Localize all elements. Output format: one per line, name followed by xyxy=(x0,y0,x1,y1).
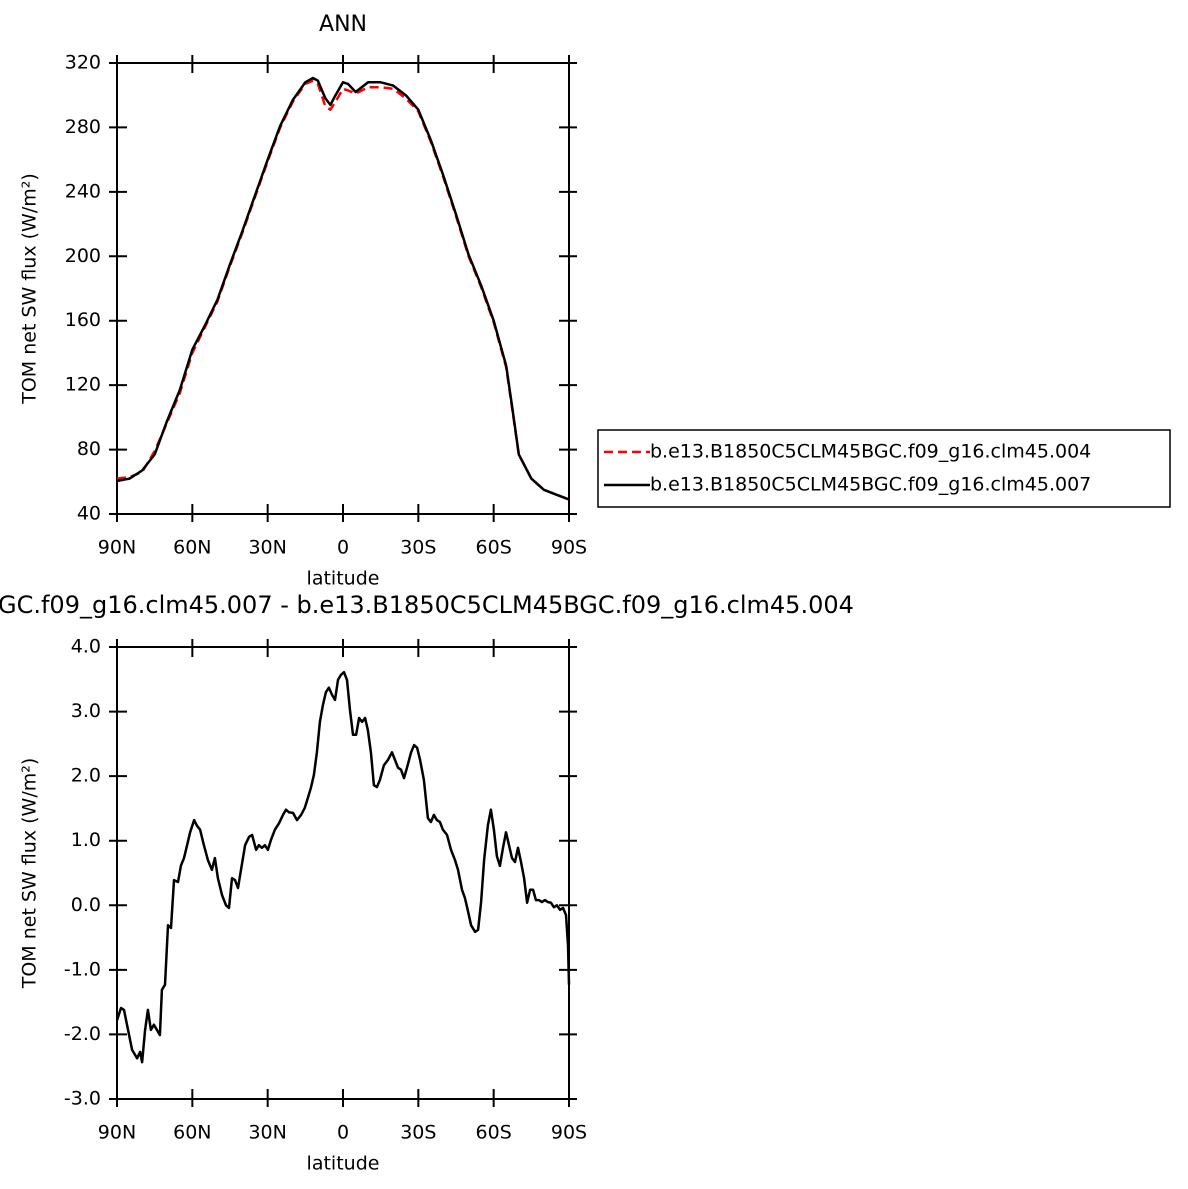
y-tick-label: 120 xyxy=(65,374,101,396)
data-line xyxy=(116,79,570,501)
y-tick-label: -2.0 xyxy=(64,1023,101,1045)
y-tick-label: 200 xyxy=(65,245,101,267)
x-tick-label: 0 xyxy=(337,537,349,559)
legend-box xyxy=(597,429,1171,508)
y-tick-label: -1.0 xyxy=(64,958,101,980)
y-tick-label: 320 xyxy=(65,52,101,74)
x-tick-label: 90S xyxy=(551,537,587,559)
x-tick-label: 90N xyxy=(98,537,136,559)
x-tick-label: 60S xyxy=(476,537,512,559)
x-axis-label: latitude xyxy=(307,568,380,590)
x-tick-label: 60N xyxy=(173,537,211,559)
x-tick-label: 60S xyxy=(476,1122,512,1144)
y-tick-label: 4.0 xyxy=(71,636,101,658)
x-tick-label: 30S xyxy=(400,537,436,559)
y-tick-label: 240 xyxy=(65,180,101,202)
x-tick-label: 30N xyxy=(248,1122,286,1144)
plot-frame xyxy=(116,646,570,1100)
x-tick-label: 60N xyxy=(173,1122,211,1144)
legend-label: b.e13.B1850C5CLM45BGC.f09_g16.clm45.004 xyxy=(650,441,1091,463)
y-tick-label: 160 xyxy=(65,309,101,331)
y-tick-label: 0.0 xyxy=(71,894,101,916)
data-line xyxy=(116,76,570,501)
x-tick-label: 0 xyxy=(337,1122,349,1144)
y-axis-label: TOM net SW flux (W/m²) xyxy=(19,173,41,405)
y-tick-label: 1.0 xyxy=(71,829,101,851)
y-tick-label: 40 xyxy=(77,503,101,525)
x-tick-label: 30N xyxy=(248,537,286,559)
y-tick-label: 3.0 xyxy=(71,700,101,722)
y-tick-label: -3.0 xyxy=(64,1088,101,1110)
y-axis-label: TOM net SW flux (W/m²) xyxy=(19,758,41,990)
y-tick-label: 2.0 xyxy=(71,765,101,787)
chart-title: ANN xyxy=(319,12,367,37)
x-axis-label: latitude xyxy=(307,1153,380,1175)
chart-title: GC.f09_g16.clm45.007 - b.e13.B1850C5CLM4… xyxy=(0,591,854,619)
x-tick-label: 90N xyxy=(98,1122,136,1144)
plot-frame xyxy=(116,62,570,515)
x-tick-label: 30S xyxy=(400,1122,436,1144)
x-tick-label: 90S xyxy=(551,1122,587,1144)
data-line xyxy=(115,670,571,1064)
legend-label: b.e13.B1850C5CLM45BGC.f09_g16.clm45.007 xyxy=(650,474,1091,496)
y-tick-label: 280 xyxy=(65,116,101,138)
y-tick-label: 80 xyxy=(77,438,101,460)
